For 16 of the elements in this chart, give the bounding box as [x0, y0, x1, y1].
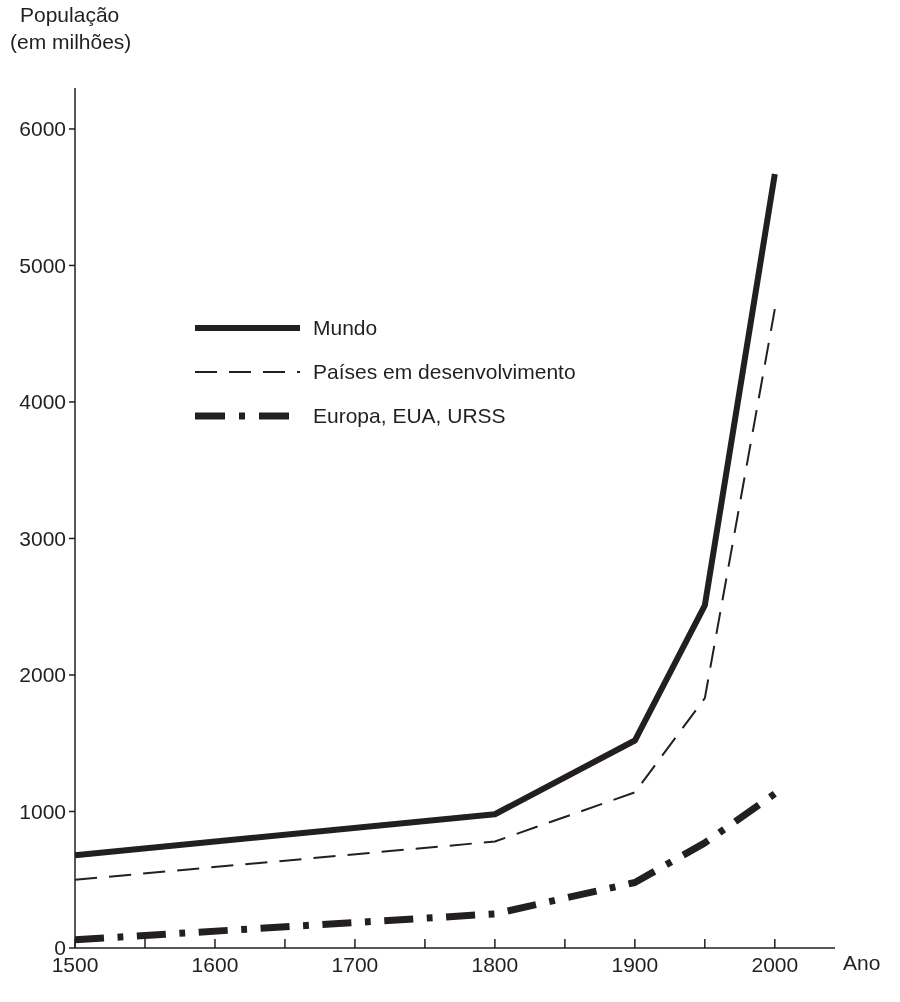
y-axis-title: População (em milhões) — [10, 3, 132, 53]
x-tick-label: 1600 — [191, 953, 239, 976]
y-tick-label: 4000 — [19, 390, 66, 414]
x-tick-label: 1800 — [471, 953, 519, 976]
x-tick-label: 1700 — [331, 953, 379, 976]
legend-label: Europa, EUA, URSS — [313, 404, 506, 428]
x-axis-title: Ano — [843, 951, 881, 974]
y-tick-label: 6000 — [19, 117, 66, 141]
y-tick-label: 5000 — [19, 253, 66, 277]
y-tick-label: 3000 — [19, 526, 66, 550]
legend-label: Mundo — [313, 316, 378, 340]
x-tick-label: 1900 — [611, 953, 659, 976]
x-tick-label: 2000 — [751, 953, 799, 976]
legend-label: Países em desenvolvimento — [313, 360, 576, 384]
y-tick-label: 2000 — [19, 663, 66, 687]
y-tick-label: 1000 — [19, 799, 66, 823]
